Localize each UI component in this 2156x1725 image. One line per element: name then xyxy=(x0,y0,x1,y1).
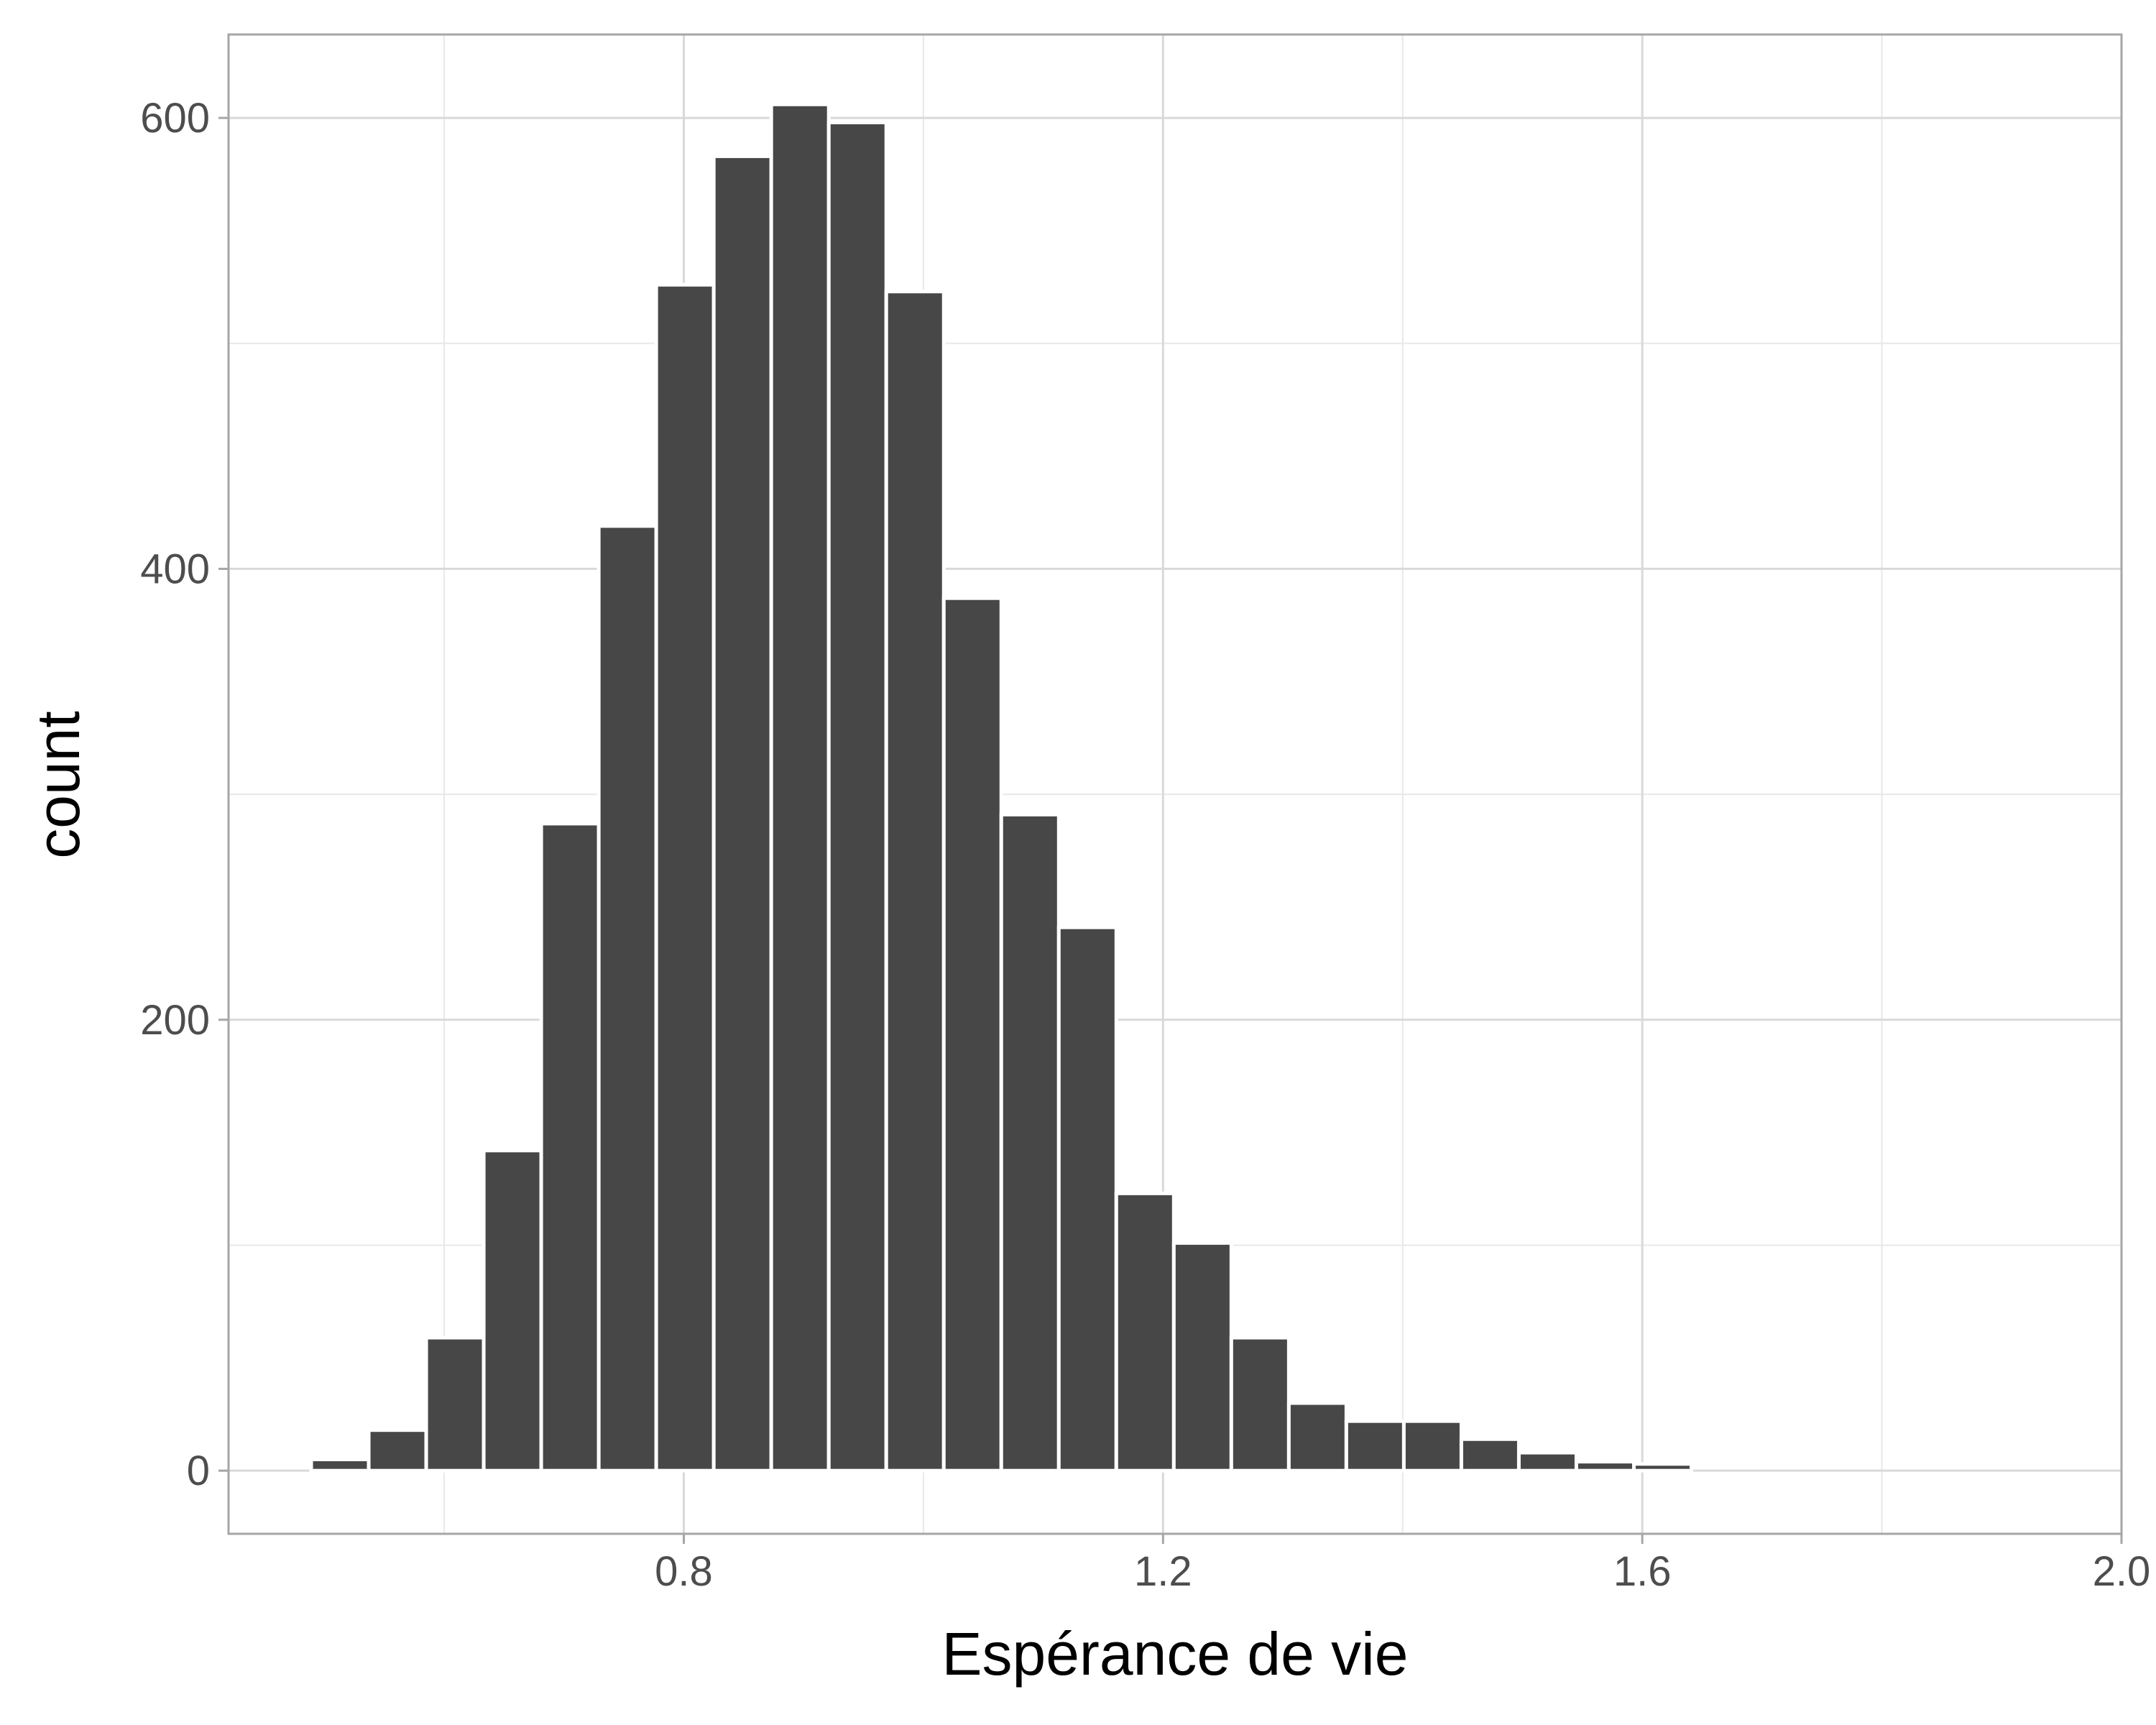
y-tick-label: 200 xyxy=(140,997,210,1044)
histogram-bar-8 xyxy=(769,102,831,1473)
y-axis-tick-labels: 0 200 400 600 xyxy=(140,95,210,1494)
histogram-bar-6 xyxy=(654,282,716,1473)
histogram-bar-7 xyxy=(711,154,773,1473)
histogram-bar-11 xyxy=(941,596,1003,1473)
x-tick-label: 2.0 xyxy=(2093,1548,2151,1595)
histogram-bar-17 xyxy=(1286,1401,1348,1473)
y-tick-label: 0 xyxy=(187,1448,210,1494)
x-axis-title: Espérance de vie xyxy=(941,1620,1408,1688)
histogram-bar-9 xyxy=(826,120,888,1473)
histogram-bar-1 xyxy=(367,1428,428,1473)
histogram-bar-0 xyxy=(309,1457,371,1473)
histogram-bar-21 xyxy=(1516,1450,1578,1473)
panel-border xyxy=(227,33,2123,1535)
histogram-bar-3 xyxy=(482,1149,543,1473)
histogram-bar-2 xyxy=(424,1335,486,1473)
y-tick-label: 600 xyxy=(140,95,210,142)
histogram-bar-23 xyxy=(1631,1462,1694,1473)
histogram-bar-13 xyxy=(1056,925,1118,1473)
y-tick-label: 400 xyxy=(140,546,210,592)
x-tick-label: 1.6 xyxy=(1613,1548,1672,1595)
axis-ticks xyxy=(218,116,2123,1544)
histogram-bar-14 xyxy=(1114,1191,1176,1473)
histogram-bar-16 xyxy=(1229,1335,1291,1473)
x-tick-label: 0.8 xyxy=(655,1548,713,1595)
histogram-bar-12 xyxy=(999,812,1061,1473)
histogram-bar-20 xyxy=(1459,1437,1521,1473)
histogram-bar-22 xyxy=(1574,1460,1636,1473)
histogram-bar-15 xyxy=(1171,1241,1233,1473)
y-axis-title: count xyxy=(24,711,92,859)
histogram-bars xyxy=(309,102,1694,1473)
histogram-bar-19 xyxy=(1401,1419,1463,1473)
x-tick-label: 1.2 xyxy=(1134,1548,1192,1595)
histogram-bar-10 xyxy=(884,290,946,1473)
histogram-bar-18 xyxy=(1344,1419,1406,1473)
histogram-bar-4 xyxy=(539,822,601,1473)
histogram-bar-5 xyxy=(596,524,658,1473)
x-axis-tick-labels: 0.8 1.2 1.6 2.0 xyxy=(655,1548,2150,1595)
